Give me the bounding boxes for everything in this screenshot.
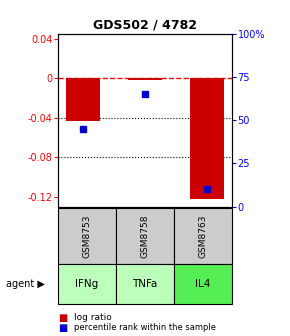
Text: IL4: IL4: [195, 279, 211, 289]
Bar: [190, 78, 224, 199]
Text: IFNg: IFNg: [75, 279, 99, 289]
Text: log ratio: log ratio: [74, 313, 112, 322]
Text: GSM8758: GSM8758: [140, 214, 150, 258]
Text: agent ▶: agent ▶: [6, 279, 45, 289]
Bar: [66, 78, 100, 121]
Text: GSM8763: GSM8763: [198, 214, 208, 258]
Text: percentile rank within the sample: percentile rank within the sample: [74, 323, 216, 332]
Bar: [128, 78, 162, 80]
Text: ■: ■: [58, 323, 67, 333]
Text: ■: ■: [58, 312, 67, 323]
Text: TNFa: TNFa: [132, 279, 158, 289]
Text: GDS502 / 4782: GDS502 / 4782: [93, 19, 197, 32]
Text: GSM8753: GSM8753: [82, 214, 92, 258]
